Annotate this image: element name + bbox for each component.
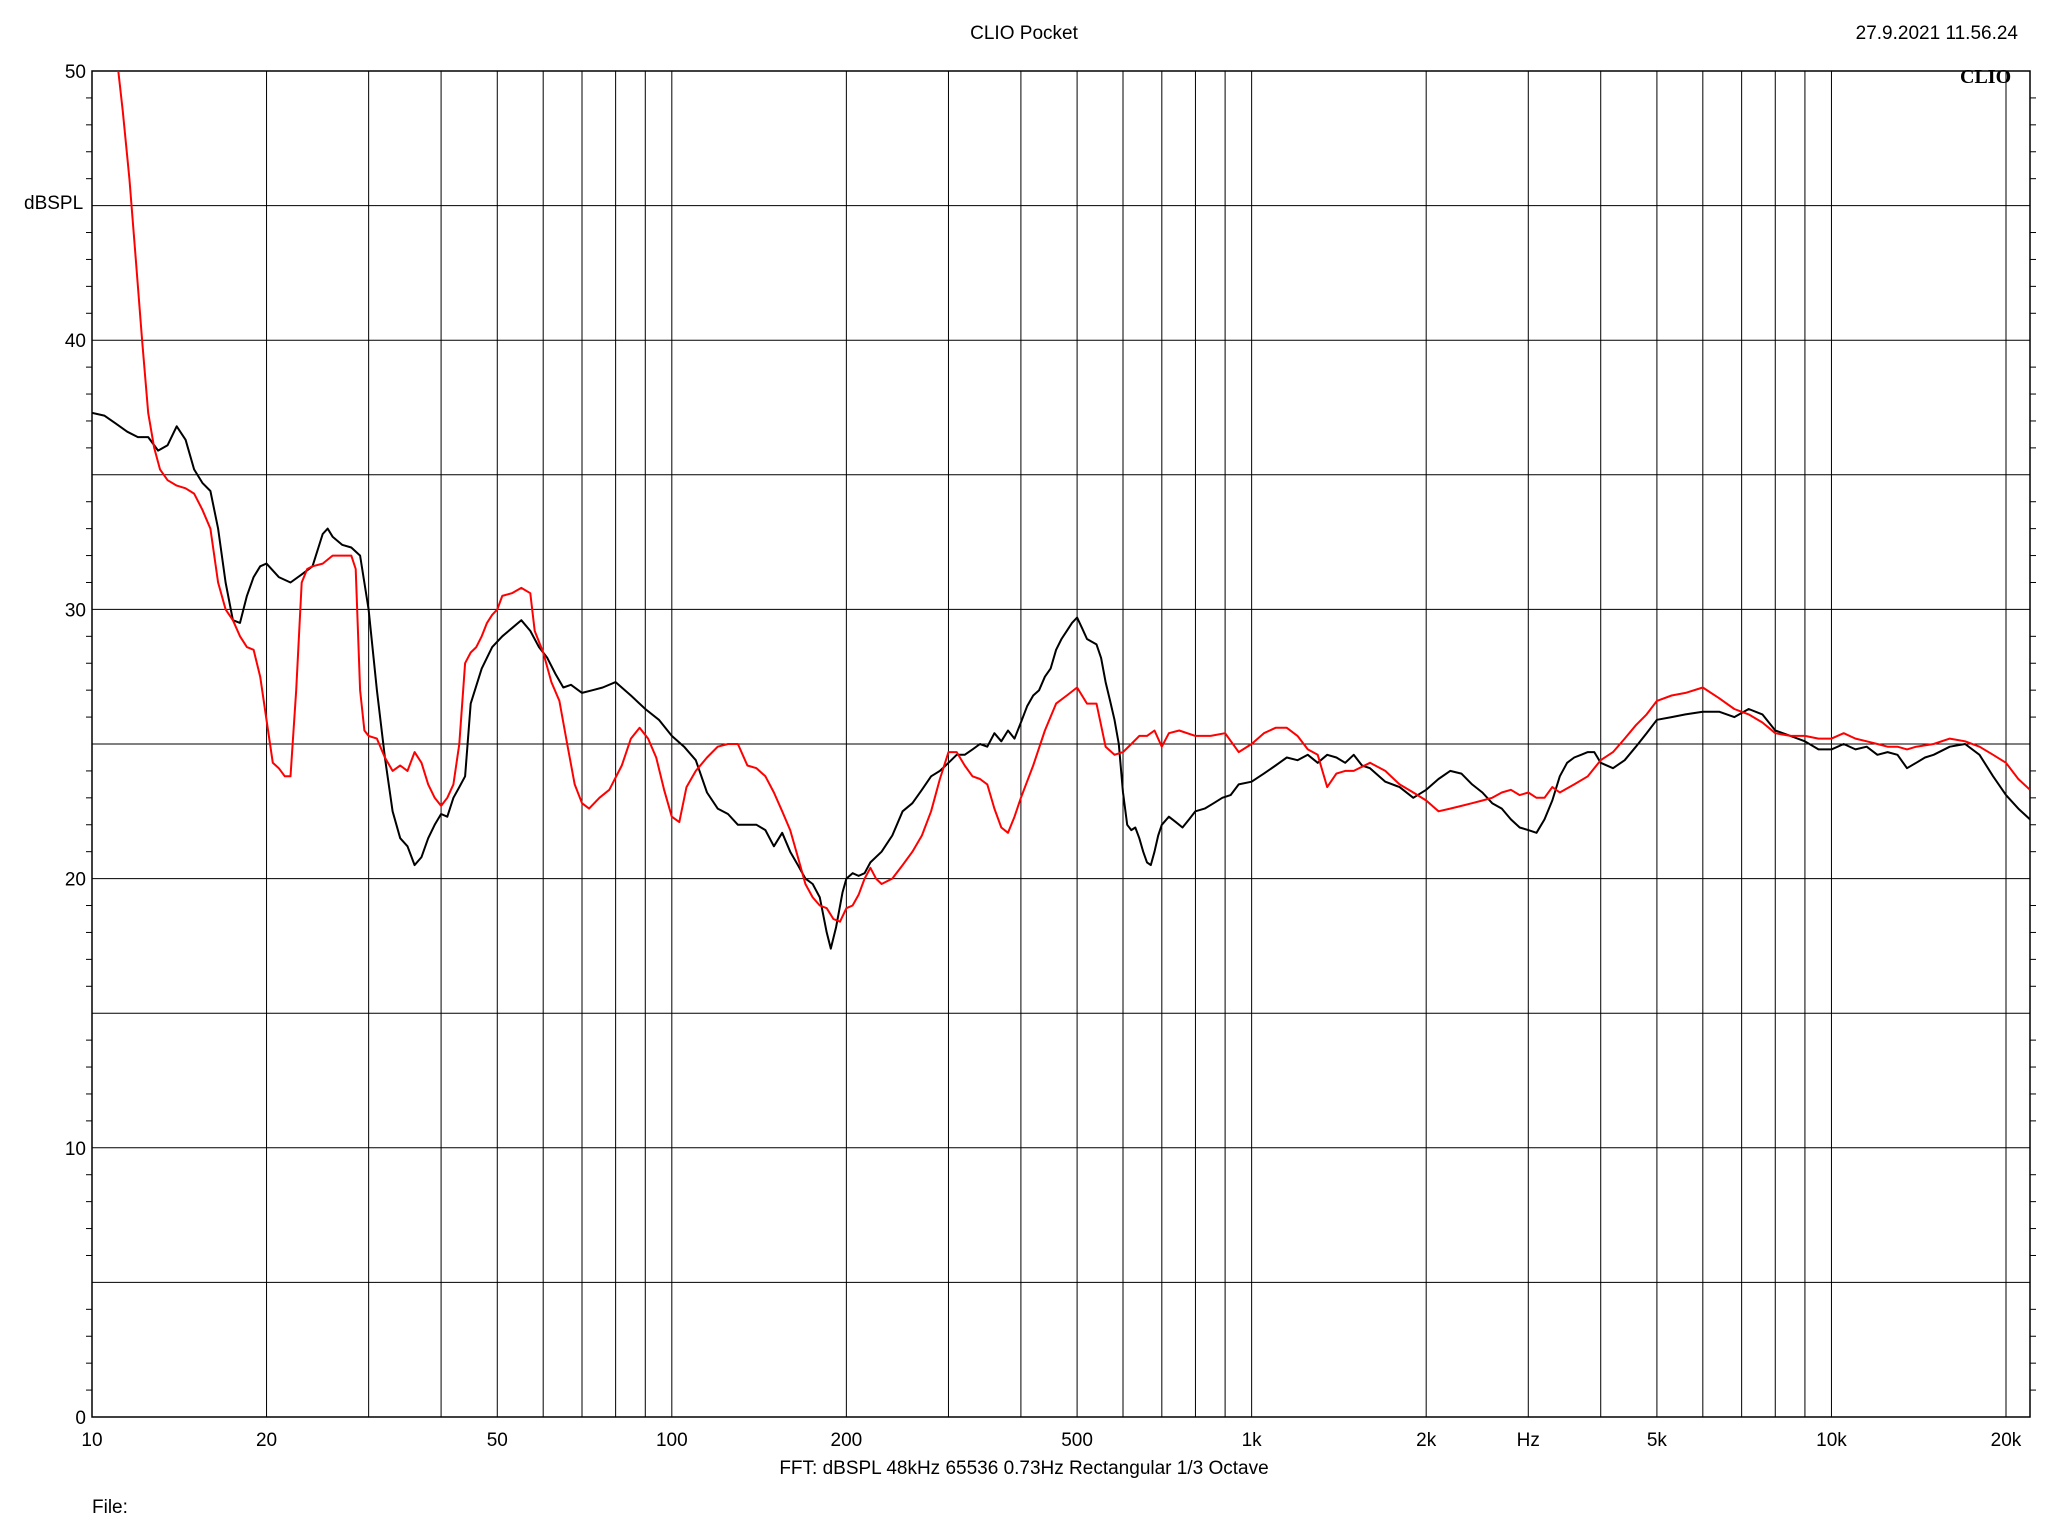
series-layer [92,71,2030,950]
x-tick-label: 200 [831,1430,863,1451]
x-tick-label: 20 [256,1430,277,1451]
series-line-black [92,411,2030,950]
x-tick-label: 2k [1416,1430,1437,1451]
fft-settings: FFT: dBSPL 48kHz 65536 0.73Hz Rectangula… [779,1458,1269,1479]
x-tick-label: 50 [487,1430,508,1451]
y-tick-label: 40 [65,331,86,352]
clio-logo: CLIO [1960,66,2012,88]
y-tick-label: 30 [65,600,86,621]
x-tick-label: 10 [81,1430,102,1451]
series-line-red [117,71,2030,923]
x-tick-label: 10k [1816,1430,1847,1451]
y-tick-label: 50 [65,62,86,83]
y-axis-label: dBSPL [24,193,84,214]
y-tick-label: 20 [65,870,86,891]
x-tick-label: 500 [1061,1430,1093,1451]
x-tick-label: 5k [1647,1430,1668,1451]
y-tick-label: 0 [75,1408,86,1429]
y-axis-tick-labels: 0 10 20 30 40 50 [65,62,86,1429]
x-tick-label: 1k [1242,1430,1263,1451]
x-axis-tick-labels: 10 20 50 100 200 500 1k 2k 5k 10k 20k Hz [81,1430,2021,1451]
chart-title: CLIO Pocket [970,23,1078,44]
timestamp: 27.9.2021 11.56.24 [1855,23,2018,44]
x-tick-label: 20k [1991,1430,2022,1451]
file-label: File: [92,1497,128,1518]
x-tick-label: 100 [656,1430,688,1451]
plot-frame [91,70,2031,1418]
x-axis-label: Hz [1517,1430,1540,1451]
grid-lines [86,71,2036,1417]
y-tick-label: 10 [65,1139,86,1160]
